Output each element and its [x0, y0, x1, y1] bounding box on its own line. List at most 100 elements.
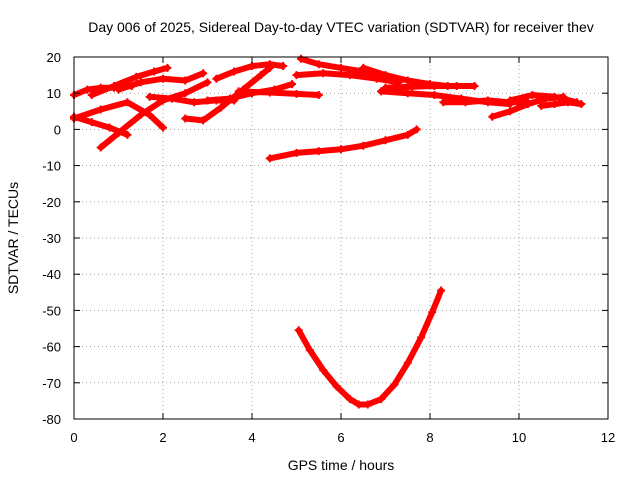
data-point-track-05: [203, 78, 212, 87]
data-point-track-18: [483, 96, 492, 105]
data-point-track-05: [114, 129, 123, 138]
data-point-track-06: [159, 74, 167, 83]
data-point-track-20: [528, 91, 537, 100]
data-point-track-21: [563, 98, 572, 107]
y-tick-label: -20: [42, 195, 61, 210]
data-point-track-10: [288, 80, 297, 89]
data-point-track-14: [292, 71, 301, 80]
data-point-track-12: [337, 145, 345, 154]
data-point-track-22: [332, 382, 341, 391]
x-tick-label: 10: [512, 430, 526, 445]
series-line-track-12: [266, 126, 420, 162]
data-point-track-04: [123, 98, 132, 107]
data-point-track-14: [345, 71, 354, 80]
data-point-track-20: [506, 96, 515, 105]
data-point-track-11: [234, 87, 243, 96]
y-tick-label: -60: [42, 340, 61, 355]
data-point-track-06: [114, 85, 123, 94]
data-point-track-03: [87, 118, 96, 127]
data-point-track-13: [337, 63, 345, 72]
series-layer: [70, 54, 586, 409]
data-point-track-19: [523, 100, 532, 109]
data-point-track-13: [314, 60, 323, 69]
data-point-track-05: [136, 110, 145, 119]
data-point-track-22: [305, 346, 314, 355]
series-line-track-20: [507, 92, 580, 106]
data-point-track-12: [314, 147, 323, 156]
data-point-track-04: [96, 105, 105, 114]
data-point-track-16: [408, 82, 417, 91]
data-point-track-03: [105, 123, 114, 132]
data-point-track-02: [110, 81, 119, 90]
data-point-track-15: [359, 63, 368, 72]
data-point-track-07: [167, 94, 176, 103]
data-point-track-08: [199, 116, 208, 125]
data-point-track-12: [359, 141, 368, 150]
data-point-track-01: [83, 85, 92, 94]
y-tick-label: 10: [47, 86, 61, 101]
data-point-track-17: [430, 91, 439, 100]
data-point-track-15: [403, 76, 412, 85]
data-point-track-07: [145, 92, 154, 101]
grid-layer: [74, 57, 608, 419]
data-point-track-19: [506, 107, 515, 116]
data-point-track-08: [216, 103, 225, 112]
y-tick-label: -80: [42, 412, 61, 427]
tick-layer: 0 2 4 6 8 10 12 -80 -70 -60 -50 -40 -30 -20 -10 0 10 20: [42, 50, 615, 445]
data-point-track-09: [265, 60, 274, 69]
data-point-track-22: [437, 286, 446, 295]
data-point-track-11: [314, 91, 323, 100]
data-point-track-12: [265, 154, 274, 163]
y-tick-label: -40: [42, 267, 61, 282]
x-tick-label: 2: [159, 430, 166, 445]
y-axis-label: SDTVAR / TECUs: [5, 182, 21, 294]
data-point-track-08: [181, 114, 190, 123]
data-point-track-02: [163, 63, 172, 72]
data-point-track-22: [390, 380, 399, 389]
y-tick-label: 20: [47, 50, 61, 65]
data-point-track-18: [461, 98, 470, 107]
x-tick-label: 12: [601, 430, 615, 445]
data-point-track-13: [296, 54, 305, 63]
data-point-track-22: [417, 333, 426, 342]
data-point-track-14: [319, 69, 328, 78]
data-point-track-05: [96, 143, 105, 152]
y-tick-label: -10: [42, 159, 61, 174]
data-point-track-16: [470, 81, 479, 90]
x-axis-label: GPS time / hours: [288, 457, 395, 473]
data-point-track-12: [292, 148, 301, 157]
data-point-track-22: [377, 395, 386, 404]
data-point-track-21: [537, 101, 546, 110]
series-line-track-16: [382, 83, 478, 91]
data-point-track-07: [190, 98, 199, 107]
data-point-track-09: [279, 62, 288, 71]
y-tick-label: -50: [42, 303, 61, 318]
series-line-track-22: [295, 287, 445, 408]
data-point-track-06: [181, 76, 190, 85]
series-line-track-11: [235, 88, 322, 98]
data-point-track-22: [345, 395, 354, 404]
data-point-track-22: [354, 400, 363, 409]
data-point-track-19: [488, 112, 497, 121]
x-tick-label: 8: [426, 430, 433, 445]
x-tick-label: 4: [248, 430, 255, 445]
data-point-track-16: [430, 81, 439, 90]
chart-title: Day 006 of 2025, Sidereal Day-to-day VTE…: [88, 19, 594, 35]
data-point-track-22: [428, 308, 437, 317]
data-point-track-22: [319, 366, 328, 375]
data-point-track-17: [377, 87, 386, 96]
series-line-track-21: [538, 99, 585, 109]
data-point-track-06: [199, 69, 208, 78]
data-point-track-14: [372, 74, 381, 83]
data-point-track-22: [294, 326, 303, 335]
y-tick-label: -30: [42, 231, 61, 246]
data-point-track-11: [265, 88, 274, 97]
y-tick-label: 0: [54, 122, 61, 137]
data-point-track-03: [123, 130, 132, 139]
data-point-track-21: [577, 100, 586, 109]
data-point-track-22: [403, 358, 412, 367]
data-point-track-09: [248, 62, 256, 71]
data-point-track-02: [132, 72, 141, 81]
data-point-track-04: [159, 123, 167, 132]
x-tick-label: 6: [337, 430, 344, 445]
